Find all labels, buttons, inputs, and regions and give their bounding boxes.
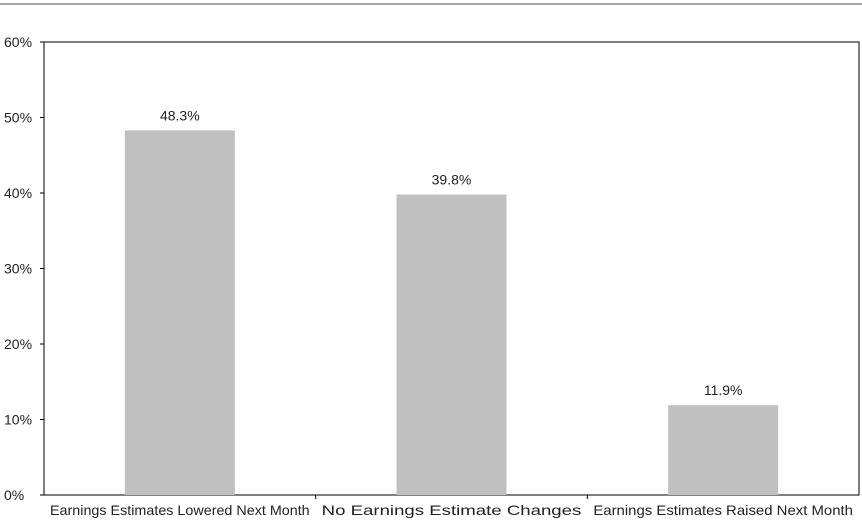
data-labels: 48.3% 39.8% 11.9%	[160, 107, 743, 398]
x-category-label: Earnings Estimates Raised Next Month	[593, 502, 853, 518]
y-tick-label: 20%	[4, 336, 32, 352]
x-category-label: No Earnings Estimate Changes	[322, 502, 582, 518]
bar	[124, 130, 235, 495]
y-tick-label: 50%	[4, 110, 32, 126]
y-tick-label: 30%	[4, 261, 32, 277]
x-axis: Earnings Estimates Lowered Next Month No …	[50, 495, 853, 518]
bars	[124, 130, 779, 495]
y-tick-label: 10%	[4, 412, 32, 428]
y-tick-label: 40%	[4, 185, 32, 201]
bar	[668, 405, 779, 495]
data-label: 48.3%	[160, 107, 200, 123]
y-tick-label: 0%	[4, 487, 24, 503]
x-category-label: Earnings Estimates Lowered Next Month	[50, 502, 310, 518]
bar	[396, 194, 507, 495]
y-axis: 0% 10% 20% 30% 40% 50% 60%	[4, 34, 44, 503]
data-label: 11.9%	[704, 382, 743, 398]
data-label: 39.8%	[432, 172, 472, 188]
y-tick-label: 60%	[4, 34, 32, 50]
